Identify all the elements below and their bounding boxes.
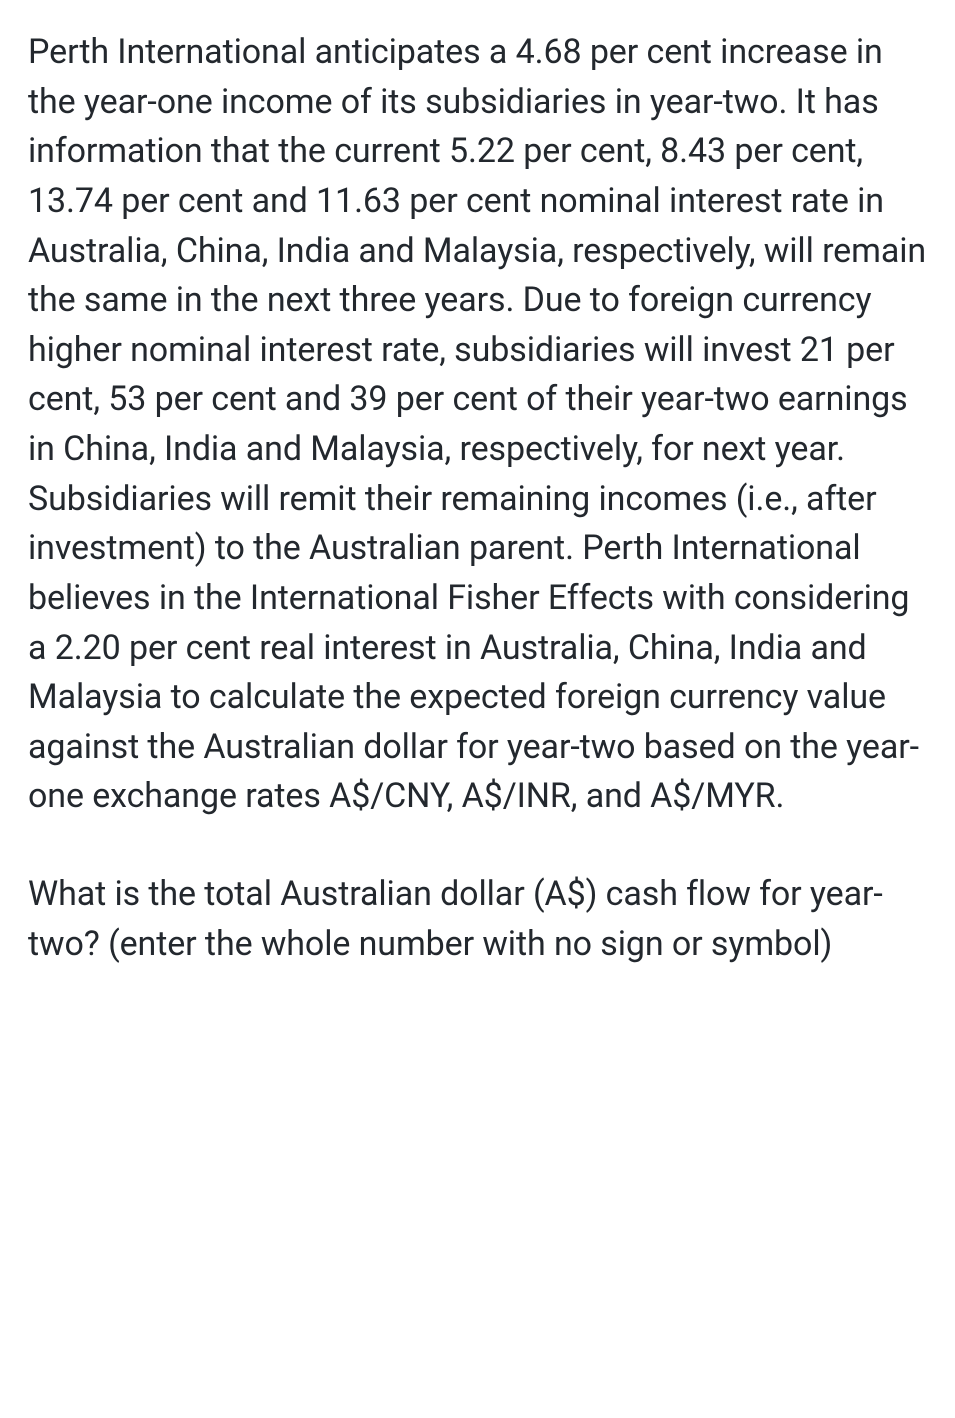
document-body: Perth International anticipates a 4.68 p… (28, 28, 927, 969)
paragraph-main: Perth International anticipates a 4.68 p… (28, 28, 927, 822)
paragraph-question: What is the total Australian dollar (A$)… (28, 870, 927, 969)
